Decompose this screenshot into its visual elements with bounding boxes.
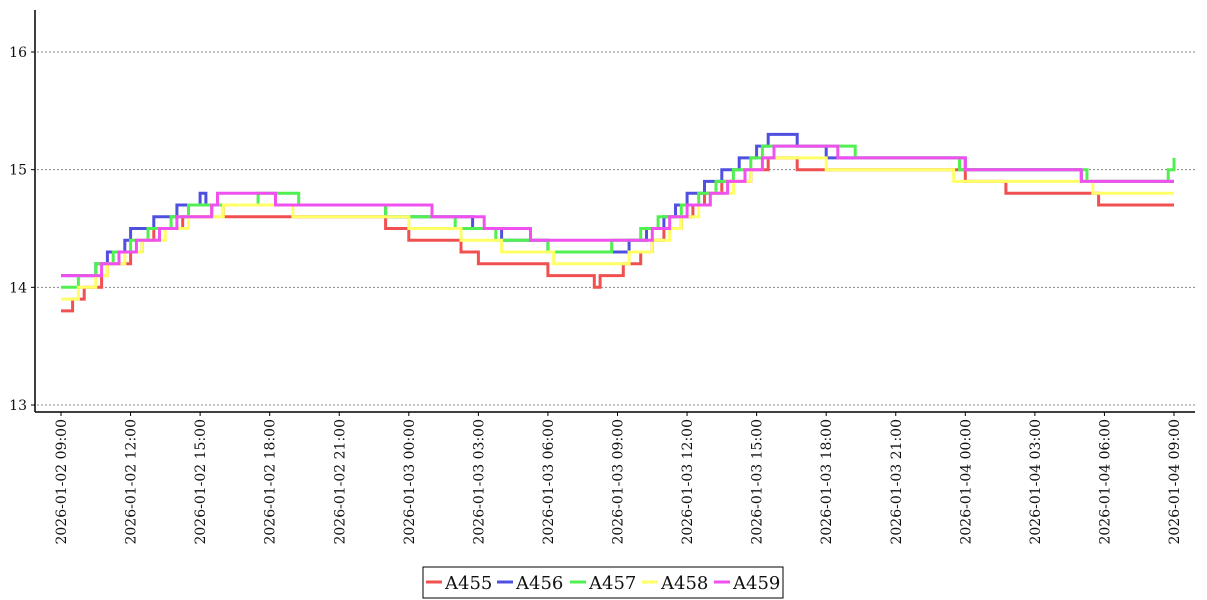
x-tick-label: 2026-01-03 21:00 — [889, 419, 905, 545]
x-tick-label: 2026-01-04 09:00 — [1167, 419, 1183, 545]
series-line-a459 — [61, 144, 1174, 278]
x-tick-label: 2026-01-02 15:00 — [193, 419, 209, 545]
legend-label-a459: A459 — [732, 573, 780, 594]
y-tick-label: 14 — [9, 280, 27, 296]
x-tick-label: 2026-01-03 03:00 — [471, 419, 487, 545]
series-line-a458 — [61, 156, 1174, 301]
x-tick-label: 2026-01-03 09:00 — [611, 419, 627, 545]
y-tick-label: 16 — [9, 45, 27, 61]
x-tick-label: 2026-01-03 06:00 — [541, 419, 557, 545]
x-tick-label: 2026-01-04 06:00 — [1097, 419, 1113, 545]
x-tick-label: 2026-01-03 18:00 — [819, 419, 835, 545]
x-tick-label: 2026-01-04 00:00 — [958, 419, 974, 545]
legend-label-a457: A457 — [588, 573, 636, 594]
x-tick-label: 2026-01-04 03:00 — [1028, 419, 1044, 545]
legend: A455 A456 A457 A458 A459 — [422, 566, 784, 599]
x-tick-label: 2026-01-03 12:00 — [680, 419, 696, 545]
series-line-a457 — [61, 144, 1176, 289]
x-tick-label: 2026-01-03 15:00 — [750, 419, 766, 545]
x-tick-labels: 2026-01-02 09:00 2026-01-02 12:00 2026-01-… — [54, 412, 1183, 545]
y-tick-labels: 13 14 15 16 — [9, 45, 35, 414]
x-tick-label: 2026-01-02 09:00 — [54, 419, 70, 545]
axes — [34, 10, 1195, 413]
legend-label-a455: A455 — [444, 573, 492, 594]
legend-label-a458: A458 — [660, 573, 708, 594]
x-tick-label: 2026-01-03 00:00 — [402, 419, 418, 545]
legend-label-a456: A456 — [515, 573, 563, 594]
y-tick-label: 15 — [9, 163, 27, 179]
y-gridlines — [37, 51, 1195, 406]
x-tick-label: 2026-01-02 18:00 — [263, 419, 279, 545]
x-tick-label: 2026-01-02 12:00 — [124, 419, 140, 545]
series-lines — [61, 132, 1176, 313]
y-tick-label: 13 — [9, 398, 27, 414]
x-tick-label: 2026-01-02 21:00 — [332, 419, 348, 545]
